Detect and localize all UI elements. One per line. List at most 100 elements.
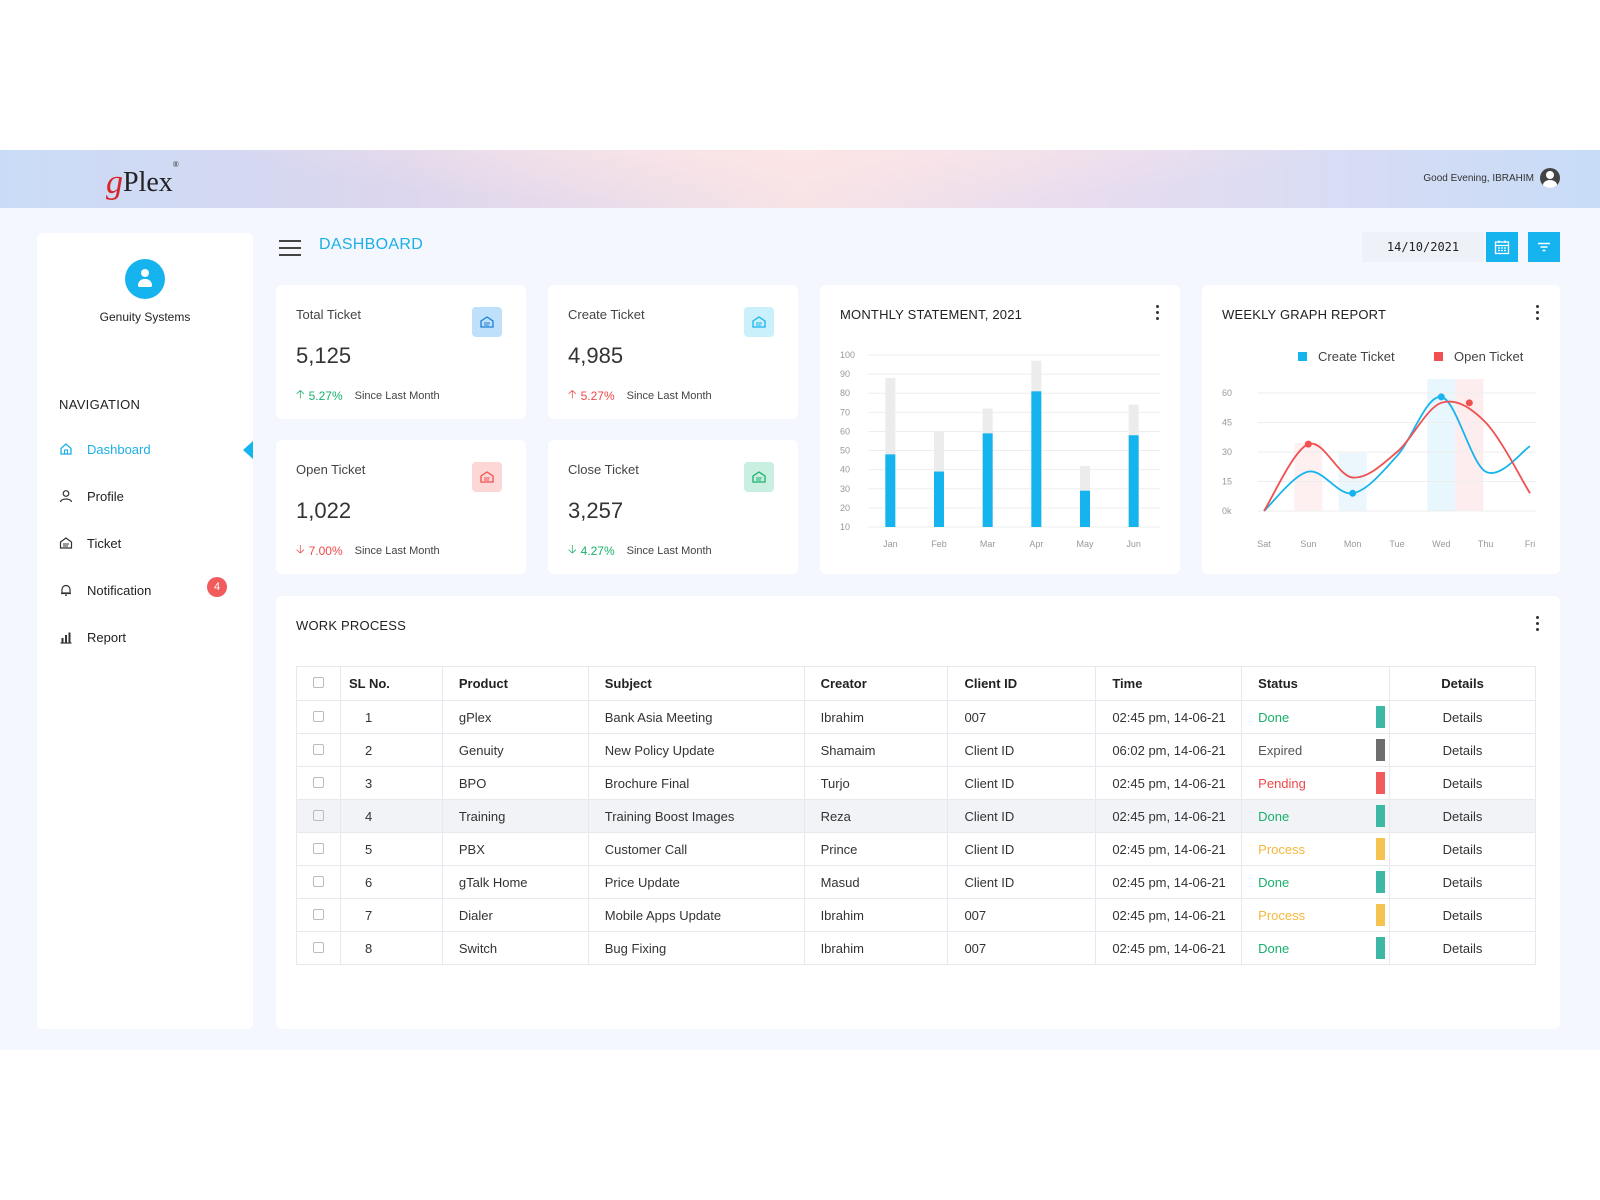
details-link[interactable]: Details xyxy=(1389,733,1536,767)
y-tick-label: 90 xyxy=(840,369,850,379)
creator-cell: Ibrahim xyxy=(803,898,949,932)
series-line xyxy=(1263,396,1531,512)
sidebar-item-notification[interactable]: Notification xyxy=(59,578,239,602)
row-select-cell[interactable] xyxy=(296,766,341,800)
x-tick-label: Wed xyxy=(1432,539,1450,549)
details-link[interactable]: Details xyxy=(1389,832,1536,866)
sidebar-item-report[interactable]: Report xyxy=(59,625,239,649)
details-link[interactable]: Details xyxy=(1389,898,1536,932)
more-options-icon[interactable] xyxy=(1536,616,1540,632)
nav-title: NAVIGATION xyxy=(59,397,141,412)
details-link[interactable]: Details xyxy=(1389,700,1536,734)
greeting-text: Good Evening, IBRAHIM xyxy=(1423,173,1534,184)
row-select-cell[interactable] xyxy=(296,898,341,932)
sidebar-item-ticket[interactable]: Ticket xyxy=(59,531,239,555)
column-header[interactable]: Product xyxy=(441,666,589,701)
row-checkbox[interactable] xyxy=(313,875,324,887)
stat-value: 1,022 xyxy=(296,498,352,523)
data-point xyxy=(1465,399,1473,407)
user-avatar-icon[interactable] xyxy=(1540,168,1560,188)
creator-cell: Turjo xyxy=(803,766,949,800)
row-select-cell[interactable] xyxy=(296,931,341,965)
details-link[interactable]: Details xyxy=(1389,931,1536,965)
status-cell: Done xyxy=(1241,799,1391,833)
table-row[interactable]: 3 BPO Brochure Final Turjo Client ID 02:45 pm… xyxy=(296,766,1536,800)
row-checkbox[interactable] xyxy=(313,776,324,788)
table-body: 1 gPlex Bank Asia Meeting Ibrahim 007 02:45 p… xyxy=(296,700,1536,965)
row-checkbox[interactable] xyxy=(313,809,324,821)
row-select-cell[interactable] xyxy=(296,865,341,899)
row-checkbox[interactable] xyxy=(313,710,324,722)
monthly-statement-card: MONTHLY STATEMENT, 2021 100 90 80 70 60 50 40 3… xyxy=(820,285,1180,574)
creator-cell: Shamaim xyxy=(803,733,949,767)
more-options-icon[interactable] xyxy=(1536,305,1540,321)
stat-since: Since Last Month xyxy=(626,544,712,557)
row-checkbox[interactable] xyxy=(313,743,324,755)
y-tick-label: 60 xyxy=(840,426,850,436)
x-tick-label: Jan xyxy=(883,539,898,549)
stat-change: 🡡 5.27% Since Last Month xyxy=(296,385,440,406)
stat-card-create-ticket: Create Ticket 4,985 🡡 5.27% Since Last M… xyxy=(548,285,798,419)
table-row[interactable]: 4 Training Training Boost Images Reza Client… xyxy=(296,799,1536,833)
notification-badge: 4 xyxy=(207,577,227,597)
date-field[interactable]: 14/10/2021 xyxy=(1362,232,1484,262)
creator-cell: Prince xyxy=(803,832,949,866)
column-header[interactable]: SL No. xyxy=(339,666,443,701)
row-checkbox[interactable] xyxy=(313,842,324,854)
row-select-cell[interactable] xyxy=(296,799,341,833)
row-checkbox[interactable] xyxy=(313,908,324,920)
status-cell: Expired xyxy=(1241,733,1391,767)
column-header[interactable]: Client ID xyxy=(947,666,1097,701)
active-indicator xyxy=(243,441,253,459)
x-tick-label: Sat xyxy=(1257,539,1271,549)
details-link[interactable]: Details xyxy=(1389,799,1536,833)
x-tick-label: May xyxy=(1076,539,1094,549)
gplex-logo[interactable]: gPlex® xyxy=(106,159,179,201)
select-all-checkbox[interactable] xyxy=(313,677,324,688)
stat-card-total-ticket: Total Ticket 5,125 🡡 5.27% Since Last Mo… xyxy=(276,285,526,419)
company-avatar-icon[interactable] xyxy=(125,259,165,299)
column-header[interactable]: Status xyxy=(1241,666,1391,701)
y-tick-label: 0k xyxy=(1222,506,1232,516)
table-row[interactable]: 2 Genuity New Policy Update Shamaim Client I… xyxy=(296,733,1536,767)
stat-since: Since Last Month xyxy=(354,389,440,402)
table-header-row: SL No. Product Subject Creator Client ID… xyxy=(296,666,1536,701)
product-cell: gPlex xyxy=(441,700,589,734)
column-header[interactable]: Subject xyxy=(587,666,805,701)
column-header[interactable]: Details xyxy=(1389,666,1536,701)
weekly-graph-card: WEEKLY GRAPH REPORT Create Ticket Open Ti… xyxy=(1202,285,1560,574)
column-header[interactable]: Time xyxy=(1095,666,1243,701)
table-row[interactable]: 8 Switch Bug Fixing Ibrahim 007 02:45 pm, 14-… xyxy=(296,931,1536,965)
product-cell: Genuity xyxy=(441,733,589,767)
table-row[interactable]: 7 Dialer Mobile Apps Update Ibrahim 007 02:45… xyxy=(296,898,1536,932)
select-all-cell[interactable] xyxy=(296,666,341,701)
client-id-cell: Client ID xyxy=(947,865,1097,899)
calendar-button[interactable] xyxy=(1486,232,1518,262)
filter-button[interactable] xyxy=(1528,232,1560,262)
ticket-icon xyxy=(744,462,774,492)
row-checkbox[interactable] xyxy=(313,941,324,953)
sidebar-item-profile[interactable]: Profile xyxy=(59,484,239,508)
row-select-cell[interactable] xyxy=(296,700,341,734)
legend-label: Open Ticket xyxy=(1454,349,1524,364)
client-id-cell: Client ID xyxy=(947,733,1097,767)
column-header[interactable]: Creator xyxy=(803,666,949,701)
table-row[interactable]: 1 gPlex Bank Asia Meeting Ibrahim 007 02:45 p… xyxy=(296,700,1536,734)
details-link[interactable]: Details xyxy=(1389,766,1536,800)
row-select-cell[interactable] xyxy=(296,733,341,767)
x-tick-label: Mon xyxy=(1344,539,1362,549)
ticket-icon xyxy=(59,537,73,549)
client-id-cell: Client ID xyxy=(947,799,1097,833)
y-tick-label: 60 xyxy=(1222,388,1232,398)
data-point xyxy=(1437,393,1445,401)
table-row[interactable]: 5 PBX Customer Call Prince Client ID 02:45 pm… xyxy=(296,832,1536,866)
menu-toggle-icon[interactable] xyxy=(279,240,301,256)
ticket-icon xyxy=(472,307,502,337)
legend-swatch xyxy=(1298,352,1307,361)
row-select-cell[interactable] xyxy=(296,832,341,866)
details-link[interactable]: Details xyxy=(1389,865,1536,899)
more-options-icon[interactable] xyxy=(1156,305,1160,321)
sidebar-item-dashboard[interactable]: Dashboard xyxy=(59,437,239,461)
x-tick-label: Fri xyxy=(1525,539,1536,549)
table-row[interactable]: 6 gTalk Home Price Update Masud Client ID 02:… xyxy=(296,865,1536,899)
